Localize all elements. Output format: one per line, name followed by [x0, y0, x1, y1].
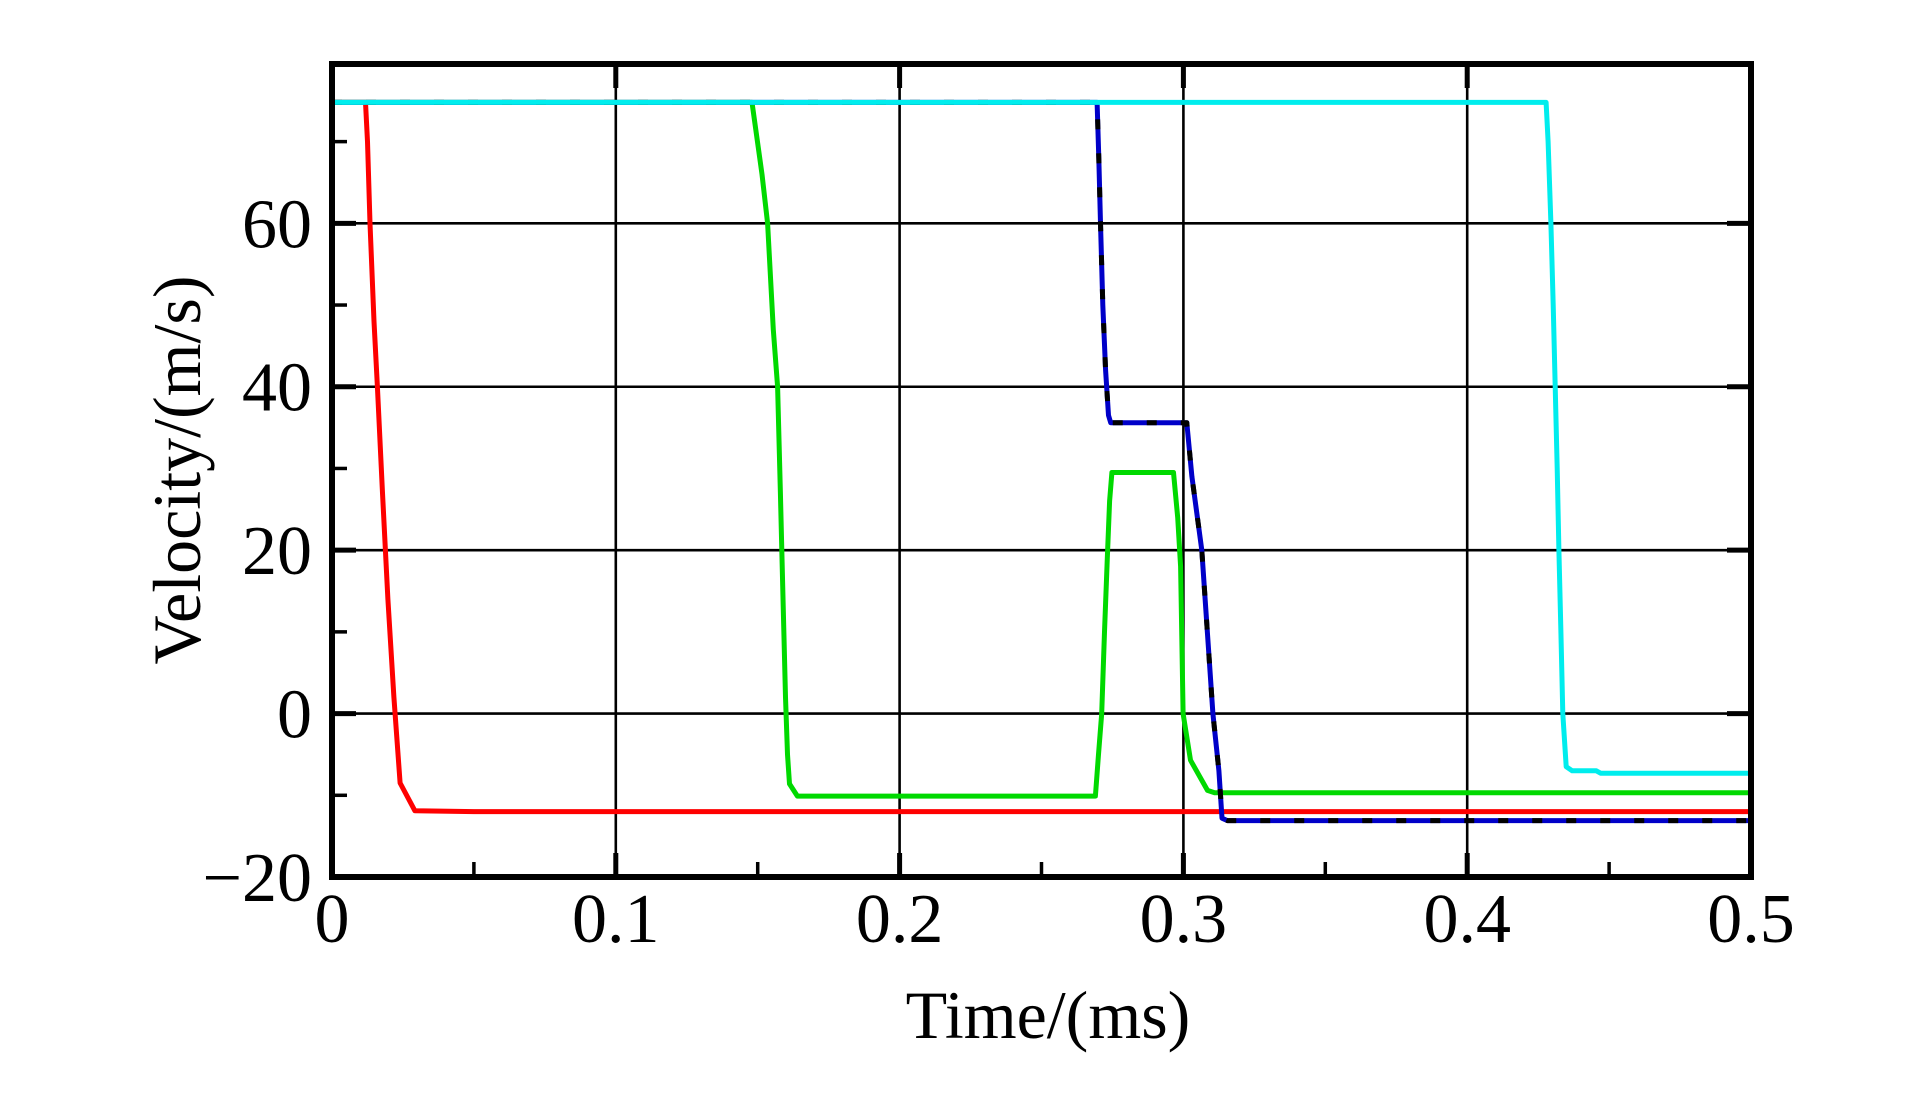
y-tick-label: 60 — [242, 186, 312, 263]
y-tick-label: 0 — [277, 677, 312, 754]
y-tick-label: 40 — [242, 350, 312, 427]
x-tick-label: 0.5 — [1707, 881, 1795, 958]
x-axis-title: Time/(ms) — [906, 977, 1191, 1053]
series-line-green — [332, 99, 1751, 799]
x-tick-label: 0.3 — [1140, 881, 1228, 958]
series-line-cyan — [332, 99, 1751, 776]
series-line-red — [332, 99, 1751, 815]
x-tick-label: 0.1 — [572, 881, 660, 958]
x-tick-label: 0 — [315, 881, 350, 958]
series-dash-overlay-blue — [332, 99, 1751, 824]
y-tick-label: −20 — [203, 840, 312, 917]
x-tick-label: 0.2 — [856, 881, 944, 958]
y-tick-label: 20 — [242, 513, 312, 590]
y-axis-title: Velocity/(m/s) — [139, 275, 215, 664]
x-tick-label: 0.4 — [1423, 881, 1511, 958]
